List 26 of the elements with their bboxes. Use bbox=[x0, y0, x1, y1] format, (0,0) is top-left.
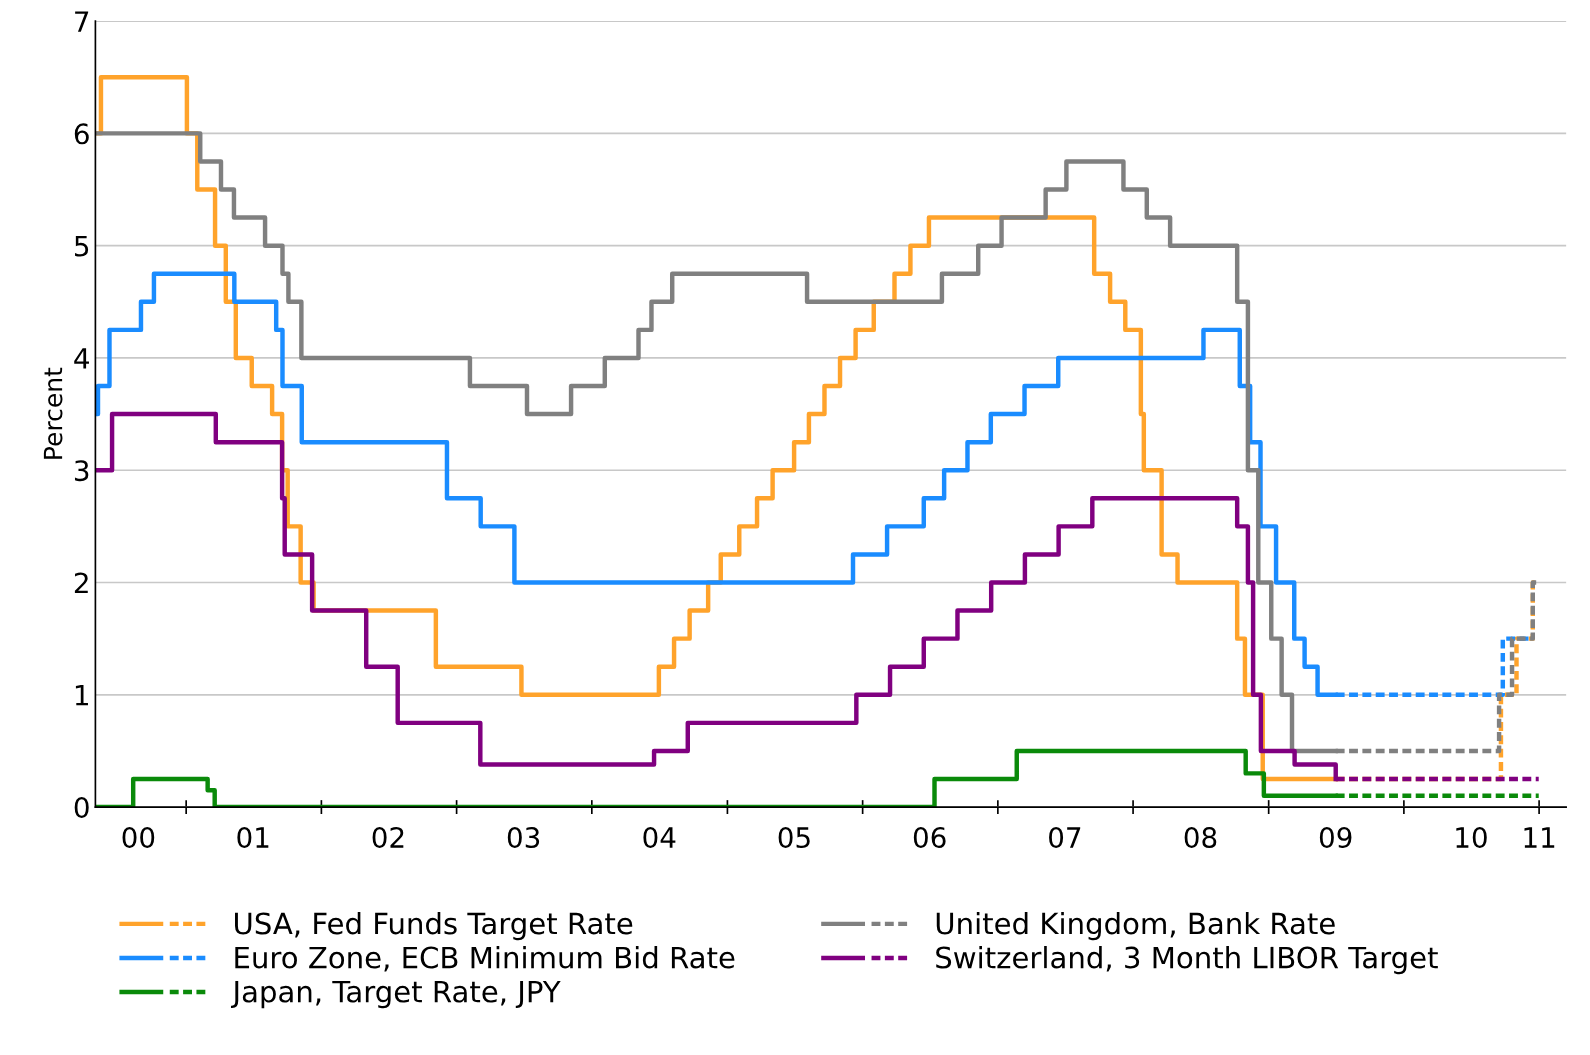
x-tick-label: 00 bbox=[122, 827, 155, 849]
y-tick-label: 6 bbox=[74, 123, 89, 145]
y-tick-label: 2 bbox=[74, 572, 88, 594]
x-tick-label: 09 bbox=[1319, 827, 1352, 849]
y-tick-label: 1 bbox=[75, 685, 88, 706]
x-tick-label: 08 bbox=[1184, 827, 1217, 849]
x-tick-label: 11 bbox=[1524, 827, 1555, 848]
legend-label: Japan, Target Rate, JPY bbox=[230, 980, 561, 1009]
y-tick-label: 5 bbox=[75, 235, 89, 257]
x-tick-label: 01 bbox=[237, 827, 269, 849]
x-tick-label: 06 bbox=[913, 827, 946, 849]
legend-label: United Kingdom, Bank Rate bbox=[936, 911, 1335, 941]
x-tick-label: 10 bbox=[1456, 827, 1487, 849]
legend-label: Euro Zone, ECB Minimum Bid Rate bbox=[235, 945, 735, 972]
x-tick-label: 05 bbox=[778, 827, 810, 849]
x-tick-label: 04 bbox=[643, 827, 676, 849]
legend-label: Switzerland, 3 Month LIBOR Target bbox=[936, 945, 1438, 975]
y-tick-label: 4 bbox=[74, 348, 89, 369]
y-tick-label: 0 bbox=[74, 797, 89, 819]
x-tick-label: 02 bbox=[372, 827, 404, 849]
y-tick-label: 7 bbox=[75, 11, 89, 32]
y-axis-title: Percent bbox=[43, 367, 63, 459]
y-tick-label: 3 bbox=[74, 460, 89, 482]
x-tick-label: 07 bbox=[1049, 827, 1081, 849]
x-tick-label: 03 bbox=[507, 827, 540, 849]
legend-label: USA, Fed Funds Target Rate bbox=[235, 911, 633, 941]
